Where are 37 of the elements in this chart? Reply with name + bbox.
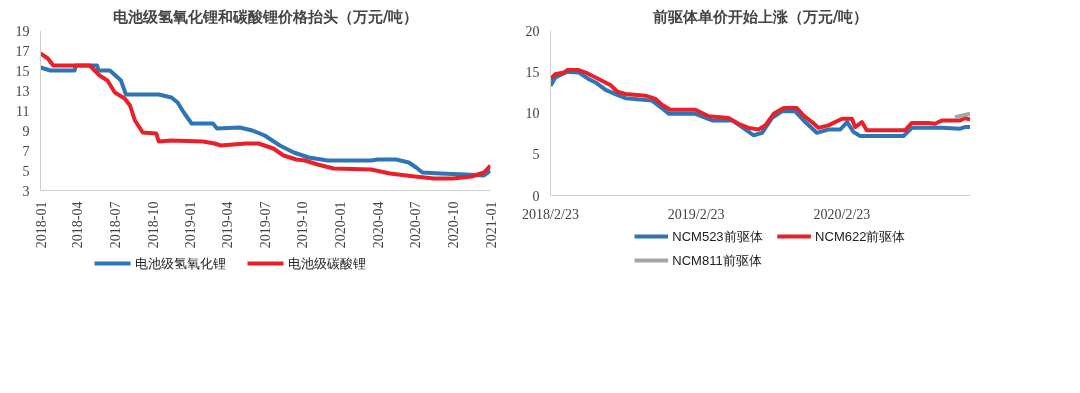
y-tick-label: 5 [22,163,30,179]
legend-label: NCM523前驱体 [672,229,763,244]
y-tick-label: 11 [16,103,30,119]
y-tick-label: 0 [532,188,540,204]
x-tick-label: 2019-01 [183,201,199,249]
x-tick-label: 2018-07 [107,201,123,249]
x-tick-label: 2018/2/23 [522,206,579,222]
y-tick-label: 7 [22,143,30,159]
legend-label: NCM811前驱体 [672,253,762,268]
legend-label: NCM622前驱体 [815,229,906,244]
y-tick-label: 15 [15,63,30,79]
y-tick-label: 17 [15,43,30,59]
legend-label: 电池级碳酸锂 [288,256,366,271]
y-tick-label: 13 [15,83,30,99]
x-tick-label: 2019-10 [295,201,311,249]
x-tick-label: 2020/2/23 [813,206,871,222]
x-tick-label: 2019/2/23 [667,206,725,222]
y-tick-label: 15 [525,64,540,80]
x-tick-label: 2018-04 [70,201,86,249]
y-tick-label: 3 [22,183,30,199]
y-tick-label: 5 [532,147,540,163]
x-tick-label: 2020-07 [407,201,423,249]
x-tick-label: 2019-07 [257,201,273,249]
y-tick-label: 20 [525,23,540,39]
x-tick-label: 2018-01 [33,201,49,249]
x-tick-label: 2020-01 [333,201,349,249]
x-tick-label: 2018-10 [145,201,161,249]
chart-title: 电池级氢氧化锂和碳酸锂价格抬头（万元/吨） [112,7,419,26]
legend-label: 电池级氢氧化锂 [135,256,226,271]
y-tick-label: 10 [525,106,540,121]
chart-title: 前驱体单价开始上涨（万元/吨） [651,7,869,26]
y-tick-label: 19 [15,23,30,39]
x-tick-label: 2021-01 [483,201,499,249]
y-tick-label: 9 [22,123,30,139]
x-tick-label: 2020-04 [370,201,386,249]
x-tick-label: 2020-10 [445,201,461,249]
x-tick-label: 2019-04 [220,201,236,249]
